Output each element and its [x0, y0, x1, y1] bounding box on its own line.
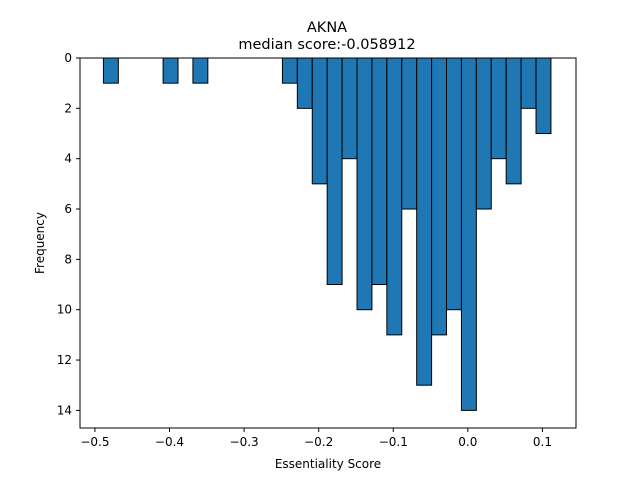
- histogram-bar: [311, 57, 328, 185]
- histogram-bar: [102, 57, 119, 84]
- histogram-bar: [356, 57, 373, 311]
- histogram-bar: [386, 57, 403, 336]
- histogram-bar: [192, 57, 209, 84]
- y-tick-label: 4: [64, 152, 72, 166]
- histogram-bar: [296, 57, 313, 109]
- x-axis: −0.5 −0.4 −0.3 −0.2 −0.1 0.0 0.1: [80, 428, 552, 449]
- x-tick-label: −0.3: [230, 435, 259, 449]
- y-tick-label: 8: [64, 252, 72, 266]
- y-tick-label: 10: [57, 303, 72, 317]
- histogram-bar: [505, 57, 522, 185]
- histogram-bar: [341, 57, 358, 160]
- histogram-bar: [431, 57, 448, 336]
- histogram-bar: [475, 57, 492, 210]
- histogram-bar: [371, 57, 388, 286]
- histogram-bar: [162, 57, 179, 84]
- histogram-bar: [416, 57, 433, 386]
- histogram-bar: [326, 57, 343, 286]
- y-tick-label: 2: [64, 101, 72, 115]
- histogram-bar: [446, 57, 462, 311]
- histogram-bar: [401, 57, 418, 210]
- x-tick-label: −0.4: [155, 435, 184, 449]
- chart-subtitle: median score:-0.058912: [238, 37, 415, 53]
- x-tick-label: −0.5: [80, 435, 109, 449]
- chart-title: AKNA: [307, 20, 347, 36]
- y-tick-label: 0: [64, 51, 72, 65]
- bars-group: [102, 57, 552, 411]
- plot-frame: [79, 57, 577, 429]
- x-tick-label: −0.1: [379, 435, 408, 449]
- histogram-bar: [460, 57, 477, 411]
- x-tick-label: 0.1: [533, 435, 552, 449]
- x-axis-label: Essentiality Score: [275, 457, 381, 471]
- histogram-bar: [535, 57, 552, 135]
- y-tick-label: 12: [57, 353, 72, 367]
- y-tick-label: 14: [57, 403, 72, 417]
- histogram-bar: [281, 57, 298, 84]
- x-tick-label: −0.2: [304, 435, 333, 449]
- y-axis: 0 2 4 6 8 10 12 14: [57, 51, 80, 417]
- histogram-bar: [520, 57, 537, 109]
- x-tick-label: 0.0: [458, 435, 477, 449]
- y-axis-label: Frequency: [33, 212, 47, 274]
- y-tick-label: 6: [64, 202, 72, 216]
- histogram-bar: [490, 57, 507, 160]
